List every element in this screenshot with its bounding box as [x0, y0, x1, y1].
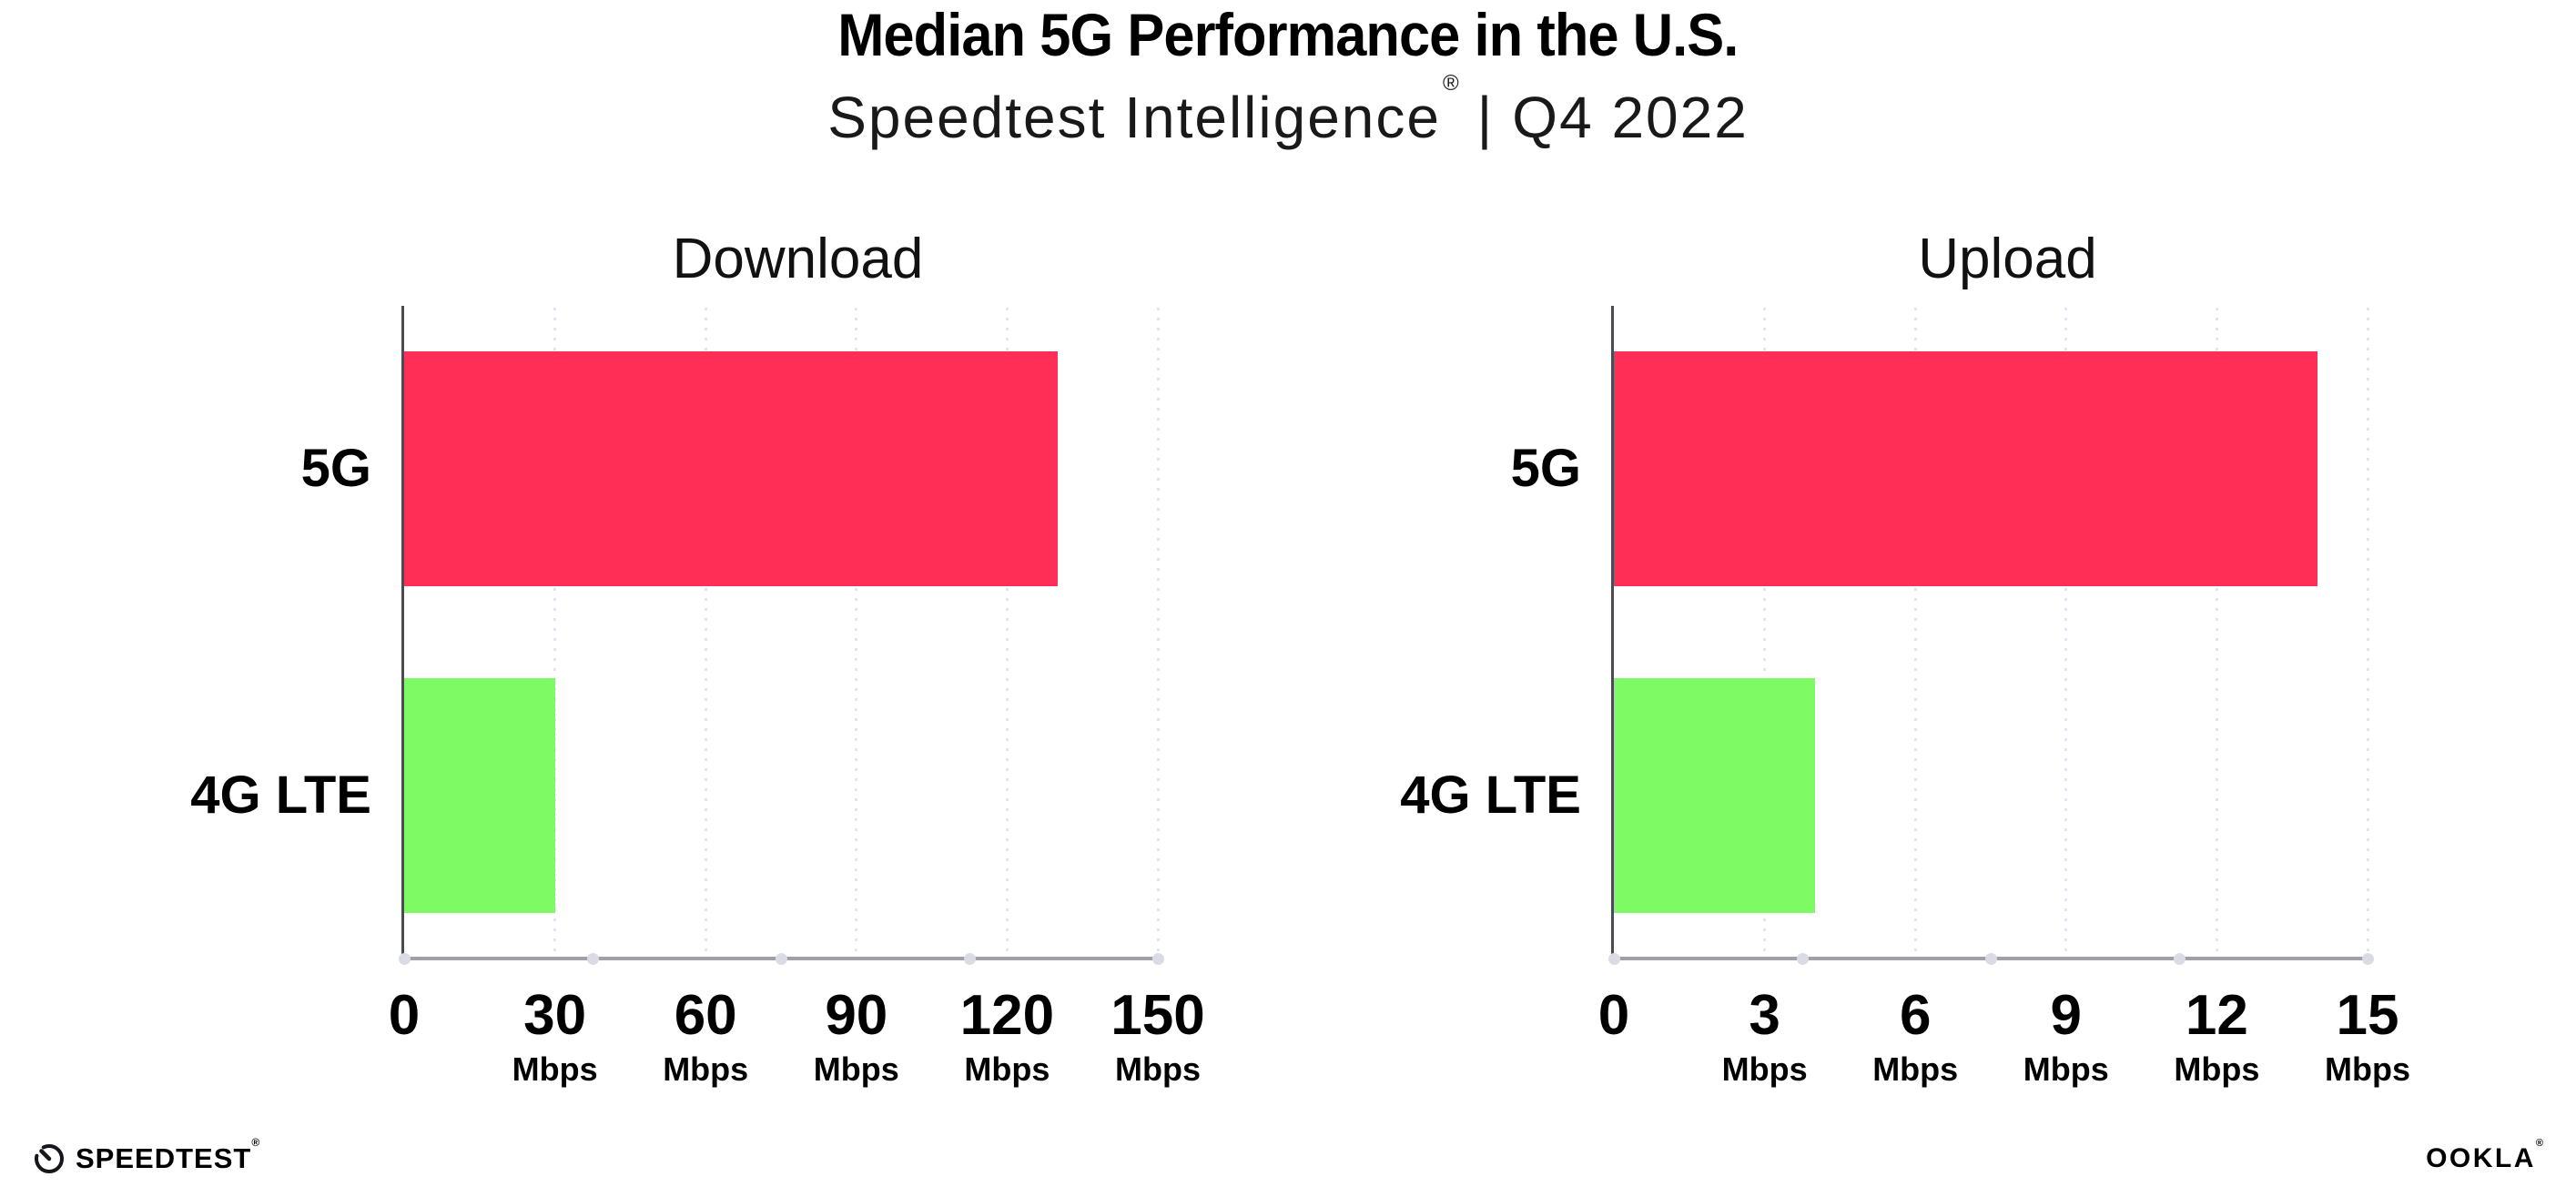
upload-plot-area: 5G 4G LTE 0 3 Mbps 6 Mbps 9 Mbps 12 Mbps 15 Mbps [1400, 306, 2410, 1086]
x-tick-0: 0 [1598, 988, 1629, 1044]
gridline-90-mbps [855, 308, 858, 959]
x-tick-unit: Mbps [1114, 1050, 1201, 1088]
download-chart-title: Download [672, 228, 924, 290]
gridline-3-mbps [1763, 308, 1767, 959]
speedtest-registered-mark: ® [251, 1136, 260, 1150]
axis-dot [1984, 953, 1997, 965]
x-tick-value: 90 [825, 984, 888, 1047]
x-tick-unit: Mbps [1721, 1050, 1808, 1088]
speedtest-wordmark: SPEEDTEST® [76, 1137, 259, 1174]
upload-chart: Upload 5G 4G LTE 0 3 Mbps 6 Mbps 9 Mbps 12 Mbps 15 M… [1400, 231, 2410, 1086]
ookla-logo: OOKLA® [2426, 1139, 2543, 1173]
x-tick-6: 6 Mbps [1872, 988, 1958, 1086]
bar-4g-lte [404, 677, 555, 913]
x-tick-150: 150 Mbps [1111, 988, 1204, 1086]
x-tick-unit: Mbps [2023, 1050, 2109, 1088]
axis-dot [2173, 953, 2186, 965]
axis-dot [1607, 953, 1620, 965]
category-label-4g-lte: 4G LTE [1400, 765, 1581, 825]
category-label-5g: 5G [1510, 439, 1581, 499]
registered-mark: ® [1442, 70, 1459, 96]
speedtest-logo: SPEEDTEST® [33, 1137, 259, 1174]
speedtest-gauge-icon [35, 1144, 64, 1173]
axis-dot [2361, 953, 2374, 965]
x-tick-value: 3 [1749, 984, 1780, 1047]
axis-dot [1796, 953, 1809, 965]
x-tick-0: 0 [389, 988, 420, 1044]
x-tick-value: 12 [2185, 984, 2248, 1047]
subtitle-period: Q4 2022 [1512, 85, 1749, 151]
category-label-5g: 5G [300, 439, 371, 499]
gridline-15-mbps [2366, 308, 2369, 959]
x-tick-value: 30 [523, 984, 587, 1047]
download-chart: Download 5G 4G LTE 0 30 Mbps 60 Mbps 90 Mbps 120 M… [190, 231, 1205, 1086]
x-tick-12: 12 Mbps [2174, 988, 2259, 1086]
category-label-4g-lte: 4G LTE [190, 765, 371, 825]
page-title-text: Median 5G Performance in the U.S. [837, 1, 1739, 68]
upload-chart-title: Upload [1918, 228, 2097, 290]
x-tick-value: 6 [1899, 984, 1932, 1047]
x-tick-value: 0 [388, 984, 421, 1047]
x-tick-30: 30 Mbps [512, 988, 598, 1086]
axis-dot [398, 953, 411, 965]
gridline-9-mbps [2064, 308, 2068, 959]
page-title: Median 5G Performance in the U.S. [0, 1, 2576, 68]
x-tick-unit: Mbps [964, 1050, 1050, 1088]
ookla-wordmark-text: OOKLA [2426, 1143, 2536, 1173]
speedtest-wordmark-text: SPEEDTEST [76, 1141, 252, 1174]
subtitle-separator: | [1476, 85, 1495, 151]
x-tick-unit: Mbps [512, 1050, 598, 1088]
axis-dot [586, 953, 599, 965]
x-tick-value: 60 [674, 984, 737, 1047]
gridline-6-mbps [1913, 308, 1917, 959]
gridline-60-mbps [704, 308, 707, 959]
bar-4g-lte [1614, 677, 1815, 913]
gridline-150-mbps [1156, 308, 1160, 959]
x-tick-value: 0 [1597, 984, 1630, 1047]
x-tick-unit: Mbps [813, 1050, 899, 1088]
bar-5g [1614, 351, 2317, 587]
x-tick-value: 9 [2050, 984, 2083, 1047]
axis-dot [963, 953, 976, 965]
x-tick-unit: Mbps [1872, 1050, 1959, 1088]
x-tick-value: 120 [959, 984, 1055, 1047]
gridline-30-mbps [553, 308, 557, 959]
axis-dot [1151, 953, 1164, 965]
x-tick-90: 90 Mbps [814, 988, 899, 1086]
header: Median 5G Performance in the U.S. Speedt… [0, 0, 2576, 147]
x-tick-unit: Mbps [2174, 1050, 2260, 1088]
ookla-registered-mark: ® [2535, 1138, 2543, 1149]
x-tick-value: 150 [1111, 984, 1205, 1047]
x-tick-15: 15 Mbps [2325, 988, 2410, 1086]
gridline-12-mbps [2215, 308, 2218, 959]
x-tick-60: 60 Mbps [663, 988, 748, 1086]
gridline-120-mbps [1005, 308, 1009, 959]
download-plot-area: 5G 4G LTE 0 30 Mbps 60 Mbps 90 Mbps 120 Mbps 150 Mbp… [190, 306, 1205, 1086]
x-tick-unit: Mbps [663, 1050, 749, 1088]
x-tick-value: 15 [2336, 984, 2399, 1047]
subtitle: Speedtest Intelligence® | Q4 2022 [0, 72, 2576, 151]
subtitle-brand: Speedtest Intelligence [827, 85, 1441, 151]
x-tick-120: 120 Mbps [960, 988, 1054, 1086]
axis-dot [775, 953, 787, 965]
bar-5g [404, 351, 1058, 587]
x-tick-9: 9 Mbps [2023, 988, 2109, 1086]
x-tick-3: 3 Mbps [1722, 988, 1808, 1086]
x-tick-unit: Mbps [2325, 1050, 2410, 1088]
